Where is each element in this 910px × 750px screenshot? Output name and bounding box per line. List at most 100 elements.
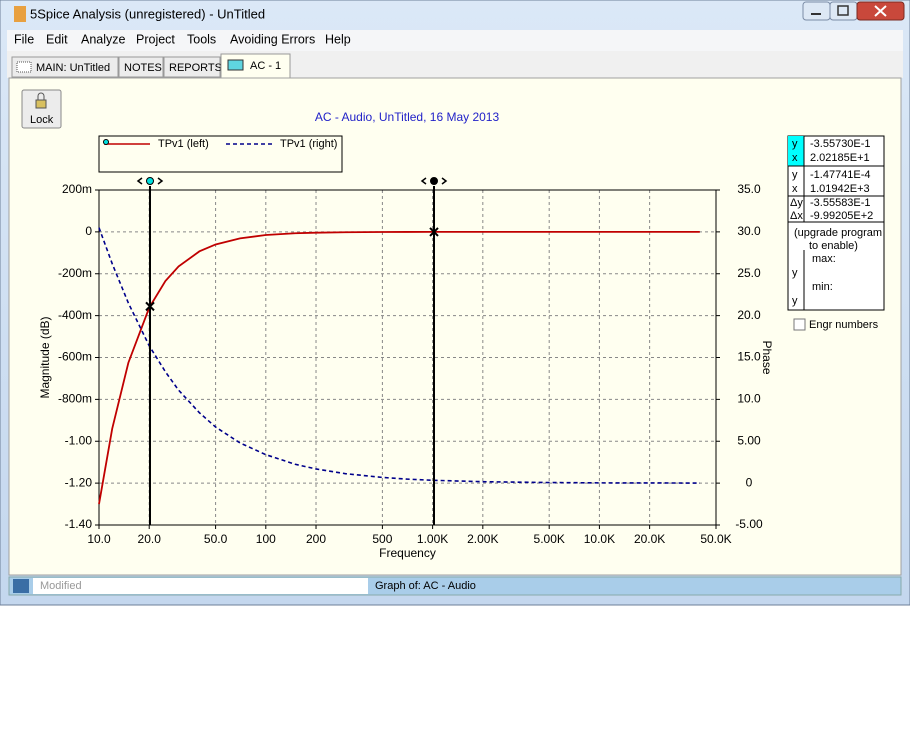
panel-label: Δx bbox=[790, 210, 803, 222]
plot: 10.0 20.0 50.0 100 200 500 1.00K 2.00K 5.00K 10.0… bbox=[38, 138, 774, 560]
panel-label: x bbox=[792, 152, 798, 164]
y-tick-label: -200m bbox=[58, 266, 92, 280]
x-axis-label: Frequency bbox=[379, 546, 436, 560]
tab[interactable] bbox=[163, 56, 221, 78]
y-tick-label: -1.20 bbox=[65, 475, 93, 489]
tab-icon bbox=[227, 59, 244, 71]
status-icon bbox=[13, 579, 29, 593]
menu-item[interactable]: Project bbox=[136, 32, 175, 46]
legend-marker bbox=[103, 139, 109, 145]
legend bbox=[98, 135, 343, 173]
y-axis-label: Magnitude (dB) bbox=[38, 316, 52, 398]
y-tick-label: -600m bbox=[58, 350, 92, 364]
maximize-icon bbox=[837, 5, 849, 16]
x-tick-label: 50.0K bbox=[700, 532, 731, 546]
x-tick-label: 500 bbox=[372, 532, 392, 546]
y2-tick-label: 30.0 bbox=[737, 224, 761, 238]
cursor-handle bbox=[136, 177, 164, 185]
y-tick-label: -800m bbox=[58, 392, 92, 406]
checkbox-label[interactable]: Engr numbers bbox=[809, 319, 879, 331]
checkbox[interactable] bbox=[793, 318, 806, 331]
panel-label: Δy bbox=[790, 197, 803, 209]
window-buttons[interactable] bbox=[802, 1, 905, 21]
panel-value: -3.55730E-1 bbox=[810, 138, 871, 150]
menu-item[interactable]: Help bbox=[325, 32, 351, 46]
panel-label: y bbox=[792, 138, 798, 150]
panel-label: y bbox=[792, 295, 798, 307]
tab-label[interactable]: NOTES bbox=[124, 62, 162, 74]
y2-tick-label: 20.0 bbox=[737, 308, 761, 322]
y2-tick-label: 10.0 bbox=[737, 392, 761, 406]
x-tick-label: 200 bbox=[306, 532, 326, 546]
status-left: Modified bbox=[40, 580, 82, 592]
tab-label[interactable]: MAIN: UnTitled bbox=[36, 62, 110, 74]
cursor-handle-dot bbox=[429, 177, 438, 185]
cursor-highlight bbox=[788, 136, 804, 166]
status-right: Graph of: AC - Audio bbox=[375, 580, 476, 592]
cursor-handle-dot bbox=[145, 177, 154, 185]
legend-label: TPv1 (right) bbox=[280, 138, 337, 150]
tab-label[interactable]: AC - 1 bbox=[250, 60, 281, 72]
window-title: 5Spice Analysis (unregistered) - UnTitle… bbox=[30, 6, 265, 21]
menu-item[interactable]: Avoiding Errors bbox=[230, 32, 315, 46]
y-tick-label: -1.40 bbox=[65, 517, 93, 531]
tab[interactable] bbox=[11, 56, 119, 78]
panel-label: min: bbox=[812, 281, 833, 293]
y2-tick-label: 5.00 bbox=[737, 433, 761, 447]
panel-value: 1.01942E+3 bbox=[810, 183, 870, 195]
legend-label: TPv1 (left) bbox=[158, 138, 209, 150]
tab-label[interactable]: REPORTS bbox=[169, 62, 222, 74]
y2-axis-label: Phase bbox=[760, 340, 774, 374]
menu-item[interactable]: Edit bbox=[46, 32, 68, 46]
menu-item[interactable]: Tools bbox=[187, 32, 216, 46]
y-tick-label: 200m bbox=[62, 182, 92, 196]
x-tick-label: 50.0 bbox=[204, 532, 228, 546]
x-tick-label: 20.0 bbox=[138, 532, 162, 546]
panel-value: -3.55583E-1 bbox=[810, 197, 871, 209]
y-tick-label: -400m bbox=[58, 308, 92, 322]
tab[interactable] bbox=[118, 56, 164, 78]
x-tick-label: 5.00K bbox=[534, 532, 565, 546]
panel-label: y bbox=[792, 169, 798, 181]
y2-tick-label: 25.0 bbox=[737, 266, 761, 280]
x-tick-label: 20.0K bbox=[634, 532, 665, 546]
x-tick-label: 2.00K bbox=[467, 532, 498, 546]
menu-item[interactable]: Analyze bbox=[81, 32, 126, 46]
cursor-handle bbox=[420, 177, 448, 185]
panel-label: y bbox=[792, 267, 798, 279]
y2-tick-label: 35.0 bbox=[737, 182, 761, 196]
lock-icon bbox=[35, 99, 47, 109]
app-icon bbox=[14, 6, 26, 22]
panel-value: 2.02185E+1 bbox=[810, 152, 870, 164]
series-line bbox=[98, 230, 700, 505]
lock-label[interactable]: Lock bbox=[30, 114, 54, 126]
maximize-button[interactable] bbox=[829, 1, 858, 21]
y2-tick-label: 0 bbox=[746, 475, 753, 489]
panel-label: x bbox=[792, 183, 798, 195]
y2-tick-label: -5.00 bbox=[735, 517, 763, 531]
cursor-x-marker bbox=[145, 301, 155, 312]
panel-note: to enable) bbox=[809, 240, 858, 252]
chart-title: AC - Audio, UnTitled, 16 May 2013 bbox=[315, 110, 500, 124]
close-icon bbox=[874, 5, 887, 17]
cursor-x-marker bbox=[429, 227, 439, 237]
minimize-button[interactable] bbox=[802, 1, 831, 21]
plot-border bbox=[98, 189, 717, 526]
status-field bbox=[33, 578, 368, 594]
panel-label: max: bbox=[812, 253, 836, 265]
panel-value: -1.47741E-4 bbox=[810, 169, 871, 181]
panel-note: (upgrade program bbox=[794, 227, 882, 239]
lock-button[interactable] bbox=[21, 89, 62, 129]
panel-value: -9.99205E+2 bbox=[810, 210, 873, 222]
y-tick-label: 0 bbox=[85, 224, 92, 238]
tab-icon bbox=[16, 61, 32, 73]
y-tick-label: -1.00 bbox=[65, 433, 93, 447]
series-line bbox=[98, 227, 700, 484]
x-tick-label: 100 bbox=[256, 532, 276, 546]
menu-bar bbox=[7, 30, 903, 51]
x-tick-label: 10.0K bbox=[584, 532, 615, 546]
x-tick-label: 10.0 bbox=[87, 532, 111, 546]
lock-shackle bbox=[37, 92, 45, 100]
menu-item[interactable]: File bbox=[14, 32, 34, 46]
